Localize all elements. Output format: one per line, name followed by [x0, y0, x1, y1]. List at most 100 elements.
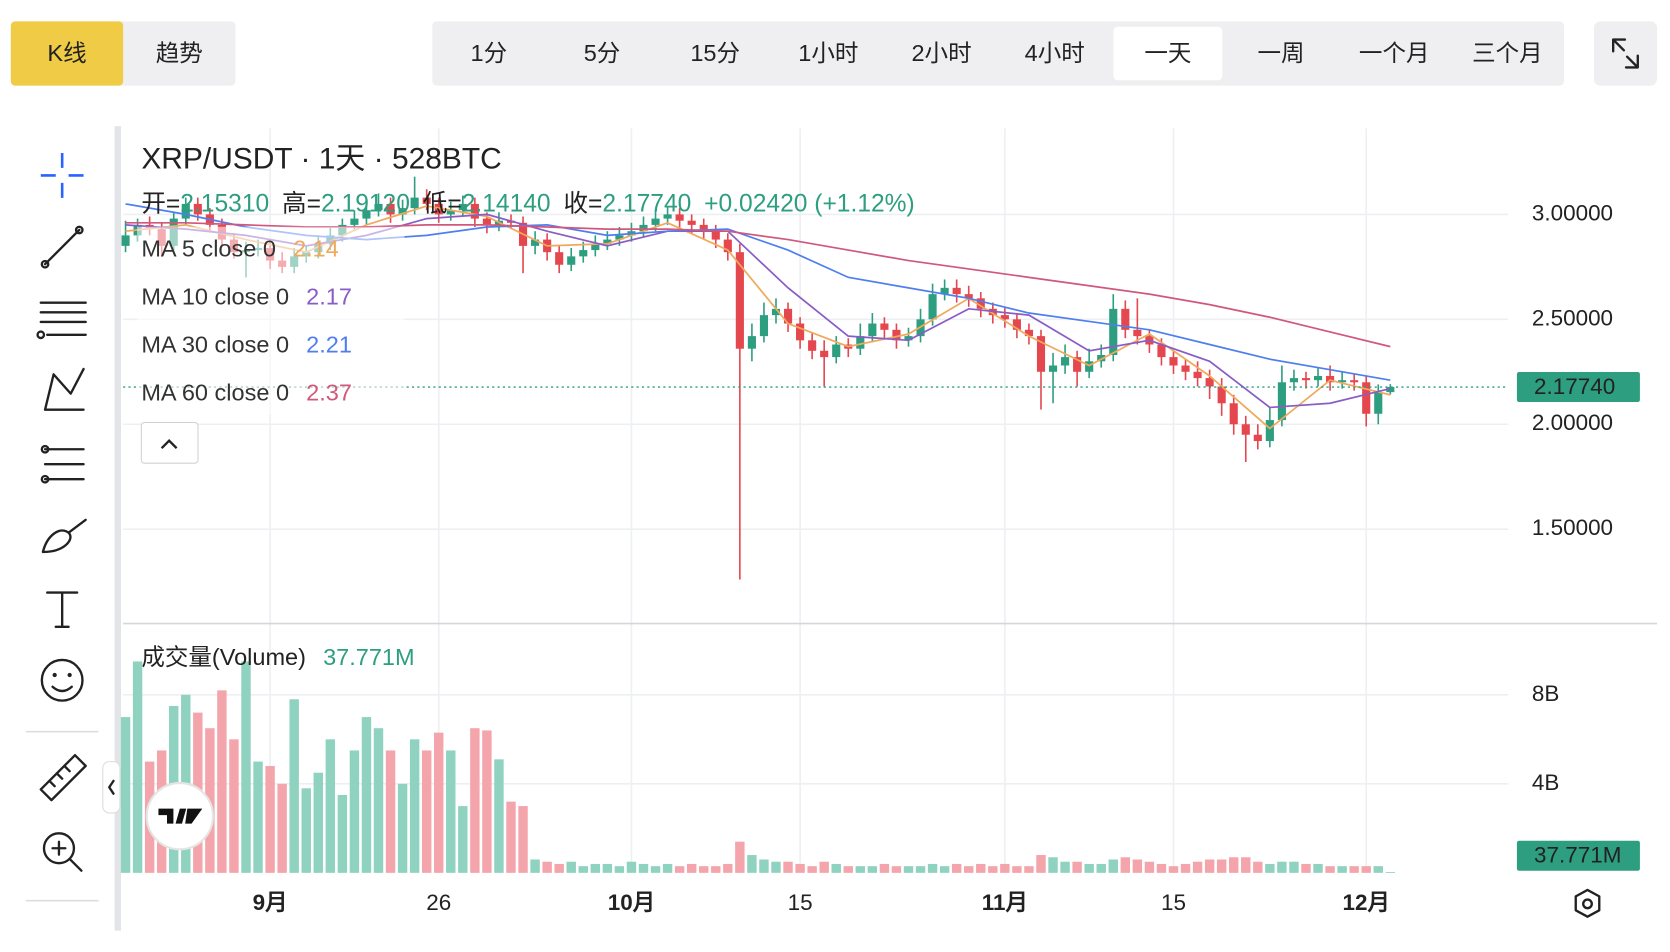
candle-body: [1109, 308, 1118, 356]
candle-body: [868, 323, 877, 337]
volume-bar: [1229, 857, 1239, 873]
candle-body: [410, 197, 419, 209]
volume-bar: [614, 866, 625, 873]
text-span: 2.17: [306, 284, 352, 310]
volume-bar: [277, 783, 287, 873]
candle-body: [723, 239, 732, 253]
volume-bar: [301, 788, 311, 873]
candle-body: [531, 239, 540, 246]
volume-bar: [1072, 861, 1082, 873]
interval-tab[interactable]: 2小时: [911, 40, 971, 66]
volume-bar: [265, 766, 275, 873]
candle-body: [1241, 424, 1250, 435]
volume-bar: [1132, 859, 1143, 873]
candle-body: [808, 340, 817, 351]
interval-tab[interactable]: 一周: [1258, 40, 1305, 66]
volume-bar: [807, 866, 817, 873]
candle-body: [567, 256, 576, 265]
volume-bar: [1024, 866, 1034, 873]
text-icon[interactable]: [46, 591, 79, 628]
forecast-icon[interactable]: [43, 448, 85, 481]
volume-bar: [759, 859, 769, 873]
volume-bar: [1204, 859, 1215, 873]
candle-body: [675, 214, 684, 221]
volume-bar: [1385, 872, 1396, 873]
candle-body: [1121, 308, 1130, 330]
volume-bar: [289, 699, 299, 873]
settings-icon[interactable]: [1574, 888, 1601, 918]
volume-bar: [939, 866, 950, 873]
candle-body: [446, 210, 455, 215]
volume-bar: [891, 866, 902, 873]
interval-tab[interactable]: 15分: [690, 40, 740, 66]
trendline-icon[interactable]: [43, 228, 81, 266]
zoom-icon[interactable]: [42, 832, 76, 865]
interval-tab[interactable]: 一个月: [1359, 40, 1430, 66]
mode-tab[interactable]: 趋势: [156, 40, 203, 66]
candle-body: [362, 210, 371, 219]
fullscreen-icon: [1612, 38, 1639, 69]
text-span: 成交量(Volume): [141, 644, 306, 670]
candle-body: [1386, 387, 1395, 393]
forecast-dot: [40, 444, 50, 454]
candle-body: [1313, 375, 1323, 381]
legend-backdrop: [137, 226, 405, 416]
candle-body: [1036, 336, 1046, 372]
volume-bar: [590, 863, 601, 873]
y-tick-label: 2.00000: [1532, 410, 1613, 435]
volume-bar: [482, 730, 492, 873]
trendline-dot: [74, 225, 84, 235]
pattern-icon[interactable]: [43, 367, 85, 411]
candle-body: [386, 203, 395, 215]
interval-bar: [432, 21, 1564, 86]
fullscreen-button[interactable]: [1593, 21, 1658, 86]
volume-bar: [879, 863, 890, 873]
candle-body: [880, 323, 889, 330]
text-span: 2.14: [293, 236, 339, 262]
ruler-icon[interactable]: [39, 754, 87, 802]
volume-bar: [903, 866, 914, 873]
fib-icon[interactable]: [39, 301, 87, 336]
text-span: 收=: [563, 189, 602, 217]
mode-tab[interactable]: K线: [47, 40, 86, 66]
emoji-eye: [67, 672, 72, 678]
volume-bar: [747, 855, 757, 873]
volume-bar: [1144, 861, 1155, 873]
volume-bar: [1265, 863, 1275, 873]
candle-body: [1277, 382, 1286, 421]
volume-bar: [711, 866, 721, 873]
volume-bar: [1048, 857, 1058, 873]
ma-legend: MA 30 close 0 2.21: [141, 332, 352, 358]
candle-body: [1097, 355, 1106, 362]
candle-body: [783, 308, 793, 324]
volume-tick-label: 8B: [1532, 681, 1559, 706]
emoji-icon[interactable]: [40, 658, 84, 702]
volume-bar: [1373, 866, 1383, 873]
emoji-eye: [52, 672, 57, 678]
interval-tab[interactable]: 4小时: [1025, 40, 1085, 66]
candle-body: [1229, 403, 1238, 425]
volume-bar: [795, 863, 805, 873]
y-tick-label: 2.50000: [1532, 305, 1613, 330]
interval-tab[interactable]: 1小时: [798, 40, 858, 66]
candle-body: [711, 231, 720, 240]
candle-body: [591, 243, 600, 251]
interval-tab[interactable]: 5分: [584, 40, 621, 66]
volume-bar: [699, 866, 709, 873]
candle-body: [796, 323, 805, 341]
volume-bar: [554, 863, 564, 873]
volume-bar: [735, 841, 745, 873]
collapse-handle[interactable]: [102, 761, 121, 814]
interval-tab[interactable]: 1分: [471, 40, 508, 66]
x-tick-label: 10月: [608, 890, 655, 915]
text-layer: K线 趋势 1分 5分 15分 1小时 2小时 4小时 一天 一周 一个月 三个月 9月 26 10月 15 1…: [47, 26, 1640, 915]
volume-bar: [602, 863, 613, 873]
candle-body: [422, 197, 431, 204]
interval-tab[interactable]: 三个月: [1472, 40, 1543, 66]
crosshair-icon[interactable]: [40, 152, 84, 198]
candle-body: [350, 218, 359, 225]
brush-icon[interactable]: [41, 518, 87, 554]
interval-tab[interactable]: 一天: [1144, 40, 1191, 66]
candle-body: [555, 252, 564, 265]
volume-bar: [1349, 866, 1359, 873]
